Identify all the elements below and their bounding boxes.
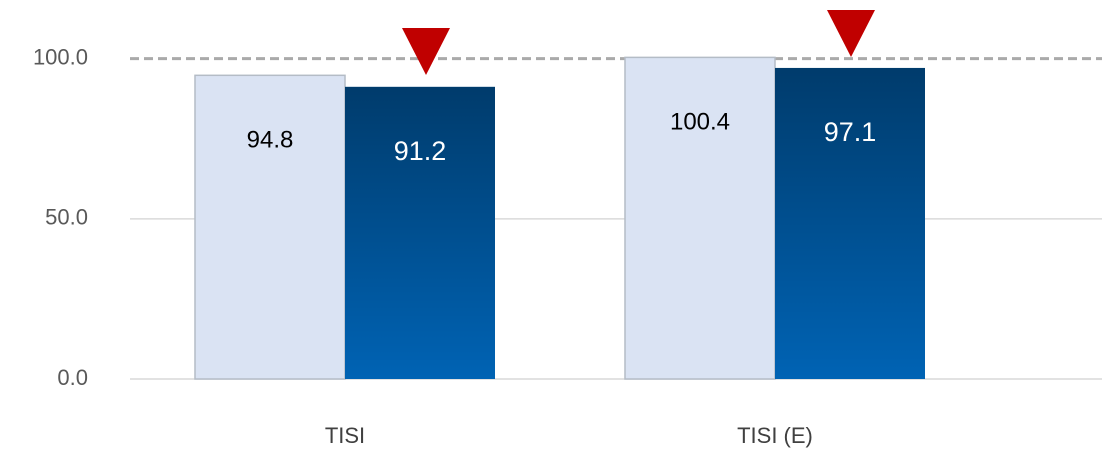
data-label: 100.4 [670,109,730,136]
data-label: 97.1 [824,117,877,147]
bar [624,56,776,380]
x-tick-label: TISI (E) [737,423,813,448]
decrease-marker [827,10,875,57]
data-label: 91.2 [394,136,447,166]
x-tick-label: TISI [325,423,365,448]
y-tick-label: 50.0 [45,205,88,230]
data-label: 94.8 [247,127,294,154]
y-tick-label: 100.0 [33,44,88,69]
plot: 0.0 50.0 100.0 TISI 94.8 91.2 TISI (E) 100.4 97.… [33,44,1102,448]
y-tick-label: 0.0 [57,365,88,390]
bar-shade [345,86,495,380]
bar [194,74,346,380]
bar-shade [775,67,925,380]
decrease-marker [402,28,450,75]
